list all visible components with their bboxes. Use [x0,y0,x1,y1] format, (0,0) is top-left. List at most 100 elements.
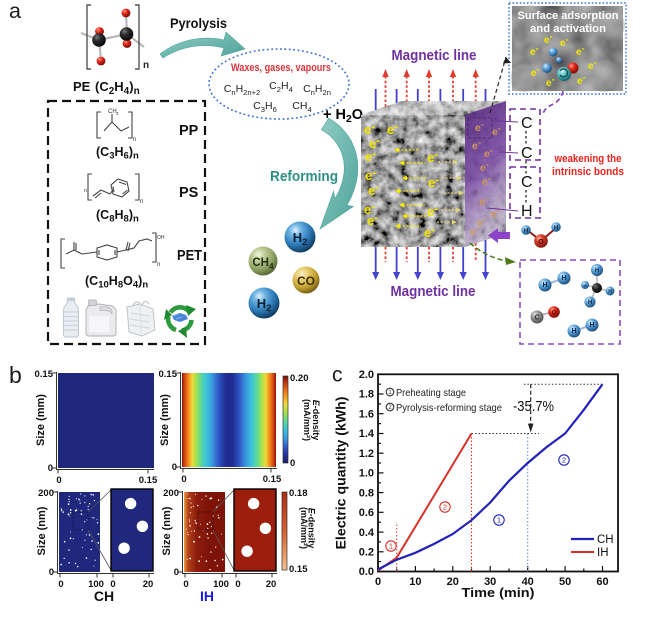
svg-text:C: C [534,315,539,322]
svg-text:c: c [332,364,343,387]
svg-text:e-: e- [427,203,438,220]
svg-text:1: 1 [389,542,393,551]
svg-text:e-: e- [484,146,493,161]
svg-text:H: H [521,203,533,220]
svg-text:CH4: CH4 [252,257,274,271]
svg-text:PP: PP [179,123,199,139]
svg-text:e-: e- [560,35,569,50]
svg-text:0: 0 [174,567,179,578]
svg-text:0: 0 [56,475,61,486]
svg-text:O: O [551,310,556,317]
svg-text:CnH2n+2: CnH2n+2 [224,83,261,97]
svg-text:e-: e- [544,32,553,47]
svg-text:PET: PET [177,248,202,264]
svg-text:e-: e- [364,121,375,138]
svg-text:e-: e- [477,215,486,230]
svg-text:e-: e- [365,167,376,184]
svg-text:Electric quantity (kWh): Electric quantity (kWh) [333,397,349,550]
svg-text:C: C [521,145,533,162]
svg-text:Surface adsorption: Surface adsorption [518,10,619,22]
svg-text:e-: e- [530,44,539,59]
svg-text:-35.7%: -35.7% [513,399,554,415]
svg-text:n: n [84,188,87,194]
svg-text:40: 40 [522,576,534,588]
svg-text:Preheating stage: Preheating stage [396,387,466,399]
svg-text:H: H [571,328,576,335]
svg-text:H: H [588,300,592,306]
svg-text:1.2: 1.2 [359,448,374,460]
svg-text:0.4: 0.4 [359,527,375,539]
svg-text:Waxes, gases, vapours: Waxes, gases, vapours [231,62,331,74]
svg-text:C: C [521,115,533,132]
svg-text:2.0: 2.0 [359,369,374,381]
svg-text:e-: e- [480,160,489,175]
svg-text:e-: e- [492,124,501,139]
svg-text:CH4: CH4 [292,100,311,114]
svg-text:CO: CO [297,274,315,288]
svg-text:E-density: E-density [311,400,321,441]
svg-text:0: 0 [48,463,53,474]
svg-text:20: 20 [143,579,154,590]
svg-text:10: 10 [409,576,421,588]
svg-text:Time (min): Time (min) [462,586,535,600]
svg-text:Pyrolysis: Pyrolysis [170,15,227,31]
svg-text:e-: e- [369,135,380,152]
svg-text:e-: e- [577,73,586,88]
svg-text:e-: e- [427,149,438,166]
svg-text:a: a [9,0,21,23]
svg-text:n: n [133,137,136,143]
svg-text:H2: H2 [257,296,272,313]
svg-text:Magnetic line: Magnetic line [392,47,477,64]
svg-text:50: 50 [559,576,571,588]
svg-text:e-: e- [364,201,375,218]
svg-text:and activation: and activation [530,23,606,35]
svg-text:Magnetic line: Magnetic line [391,283,476,300]
svg-text:2: 2 [562,456,566,465]
svg-text:H: H [542,282,547,289]
svg-text:Size (mm): Size (mm) [159,394,171,446]
svg-text:20: 20 [447,576,459,588]
svg-text:0: 0 [110,579,115,590]
svg-text:(C2H4)n: (C2H4)n [95,79,140,97]
svg-text:2: 2 [388,405,392,411]
svg-text:e-: e- [482,174,491,189]
svg-text:0.8: 0.8 [359,487,374,499]
svg-text:e-: e- [387,121,398,138]
svg-text:0: 0 [375,576,381,588]
svg-text:Size (nm): Size (nm) [161,506,173,555]
svg-text:60: 60 [596,576,608,588]
svg-text:e-: e- [470,224,479,239]
svg-text:H: H [608,289,612,295]
svg-text:H: H [595,268,599,274]
svg-text:e-: e- [367,212,378,229]
svg-text:e-: e- [531,65,540,80]
svg-text:e-: e- [368,182,379,199]
svg-text:1.4: 1.4 [359,428,375,440]
svg-text:30: 30 [484,576,496,588]
svg-text:H: H [524,229,528,235]
svg-text:e-: e- [472,138,481,153]
svg-text:n: n [143,60,149,71]
svg-text:200: 200 [38,488,54,499]
svg-text:(C10H8O4)n: (C10H8O4)n [85,274,148,291]
svg-text:0.20: 0.20 [290,373,309,384]
svg-text:Size (nm): Size (nm) [36,506,48,555]
svg-text:Size (mm): Size (mm) [35,394,47,446]
svg-text:IH: IH [200,588,214,604]
svg-text:n: n [140,199,143,205]
svg-text:e-: e- [424,224,435,241]
svg-text:Reforming: Reforming [270,168,338,185]
svg-text:3: 3 [116,111,119,116]
svg-text:IH: IH [597,547,609,559]
svg-text:OH: OH [157,235,165,241]
svg-text:H2: H2 [293,230,308,247]
svg-text:e-: e- [576,44,585,59]
svg-text:0.6: 0.6 [359,507,374,519]
svg-text:0.15: 0.15 [289,564,308,575]
svg-text:e-: e- [588,58,597,73]
svg-text:O: O [538,239,544,246]
svg-text:0.15: 0.15 [35,369,54,380]
svg-text:0: 0 [181,474,186,485]
svg-text:2: 2 [443,503,447,512]
svg-text:b: b [9,362,22,388]
